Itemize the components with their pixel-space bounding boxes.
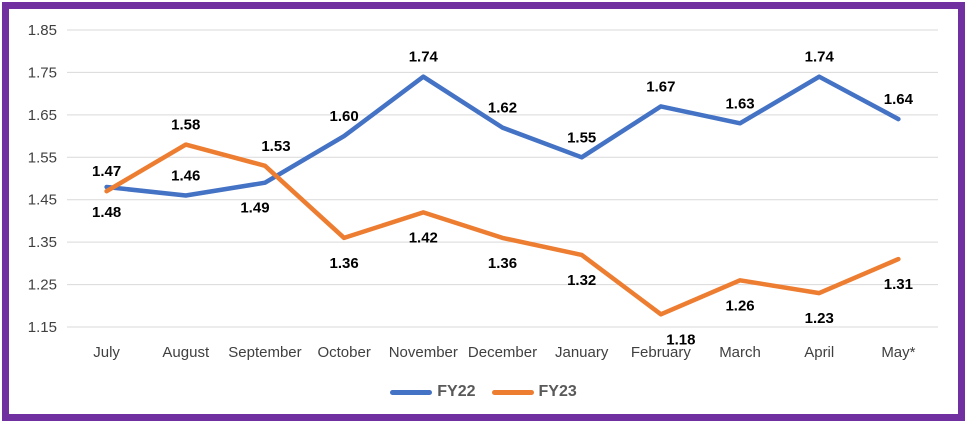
x-axis-category-label: November [389,344,458,361]
data-label-fy22: 1.62 [488,100,517,117]
data-label-fy23: 1.18 [666,331,695,348]
x-axis-category-label: January [555,344,609,361]
x-axis-category-label: December [468,344,537,361]
data-label-fy23: 1.26 [725,297,754,314]
series-line-fy22 [104,74,901,198]
data-label-fy23: 1.23 [805,310,834,327]
x-axis-category-label: May* [881,344,915,361]
data-label-fy22: 1.63 [725,95,754,112]
legend-line-marker [491,389,534,395]
data-label-fy23: 1.53 [261,138,290,155]
y-axis-tick-label: 1.25 [28,277,57,294]
y-axis-tick-label: 1.75 [28,64,57,81]
data-label-fy23: 1.42 [409,229,438,246]
y-axis-tick-label: 1.65 [28,107,57,124]
x-axis-category-label: October [317,344,370,361]
legend-line-marker [390,389,433,395]
data-label-fy22: 1.74 [409,49,439,66]
x-axis-category-label: August [162,344,210,361]
data-label-fy23: 1.58 [171,117,200,134]
y-axis-tick-label: 1.15 [28,319,57,336]
data-label-fy22: 1.55 [567,129,596,146]
data-label-fy22: 1.60 [330,108,359,125]
y-axis-tick-label: 1.45 [28,192,57,209]
data-label-fy22: 1.67 [646,78,675,95]
data-label-fy22: 1.46 [171,167,200,184]
data-label-fy22: 1.74 [805,49,835,66]
data-label-fy23: 1.31 [884,276,913,293]
y-axis-tick-label: 1.55 [28,149,57,166]
x-axis-category-label: September [228,344,301,361]
plot-area: 1.85 1.75 1.65 1.55 1.45 1.35 1.25 1.15 July Augu… [9,9,958,414]
line-chart: 1.85 1.75 1.65 1.55 1.45 1.35 1.25 1.15 July Augu… [28,22,938,361]
data-label-fy23: 1.36 [330,255,359,272]
x-axis-category-label: July [93,344,120,361]
x-axis-category-label: April [804,344,834,361]
legend-item-fy22: FY22 [390,383,476,401]
legend-label: FY23 [538,383,577,400]
x-axis-category-label: February [631,344,692,361]
data-label-fy22: 1.48 [92,204,121,221]
series-line-fy23 [104,142,901,317]
y-axis-tick-label: 1.35 [28,234,57,251]
legend-item-fy23: FY23 [491,383,577,401]
legend-label: FY22 [437,383,476,400]
data-label-fy23: 1.32 [567,272,596,289]
data-label-fy22: 1.64 [884,91,914,108]
data-label-fy22: 1.49 [240,200,269,217]
y-axis-tick-label: 1.85 [28,22,57,39]
x-axis-category-label: March [719,344,761,361]
data-label-fy23: 1.36 [488,255,517,272]
data-label-fy23: 1.47 [92,163,121,180]
chart-legend: FY22 FY23 [9,381,958,403]
